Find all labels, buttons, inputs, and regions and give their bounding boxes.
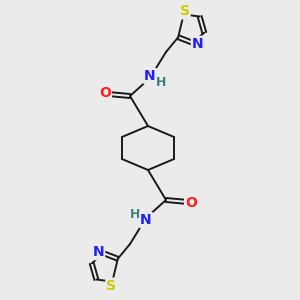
Text: H: H (156, 76, 166, 88)
Text: N: N (140, 213, 152, 227)
Text: H: H (130, 208, 140, 220)
Text: S: S (106, 279, 116, 292)
Text: O: O (99, 86, 111, 100)
Text: N: N (144, 69, 156, 83)
Text: S: S (180, 4, 190, 18)
Text: O: O (185, 196, 197, 210)
Text: N: N (192, 37, 203, 51)
Text: N: N (93, 245, 104, 259)
